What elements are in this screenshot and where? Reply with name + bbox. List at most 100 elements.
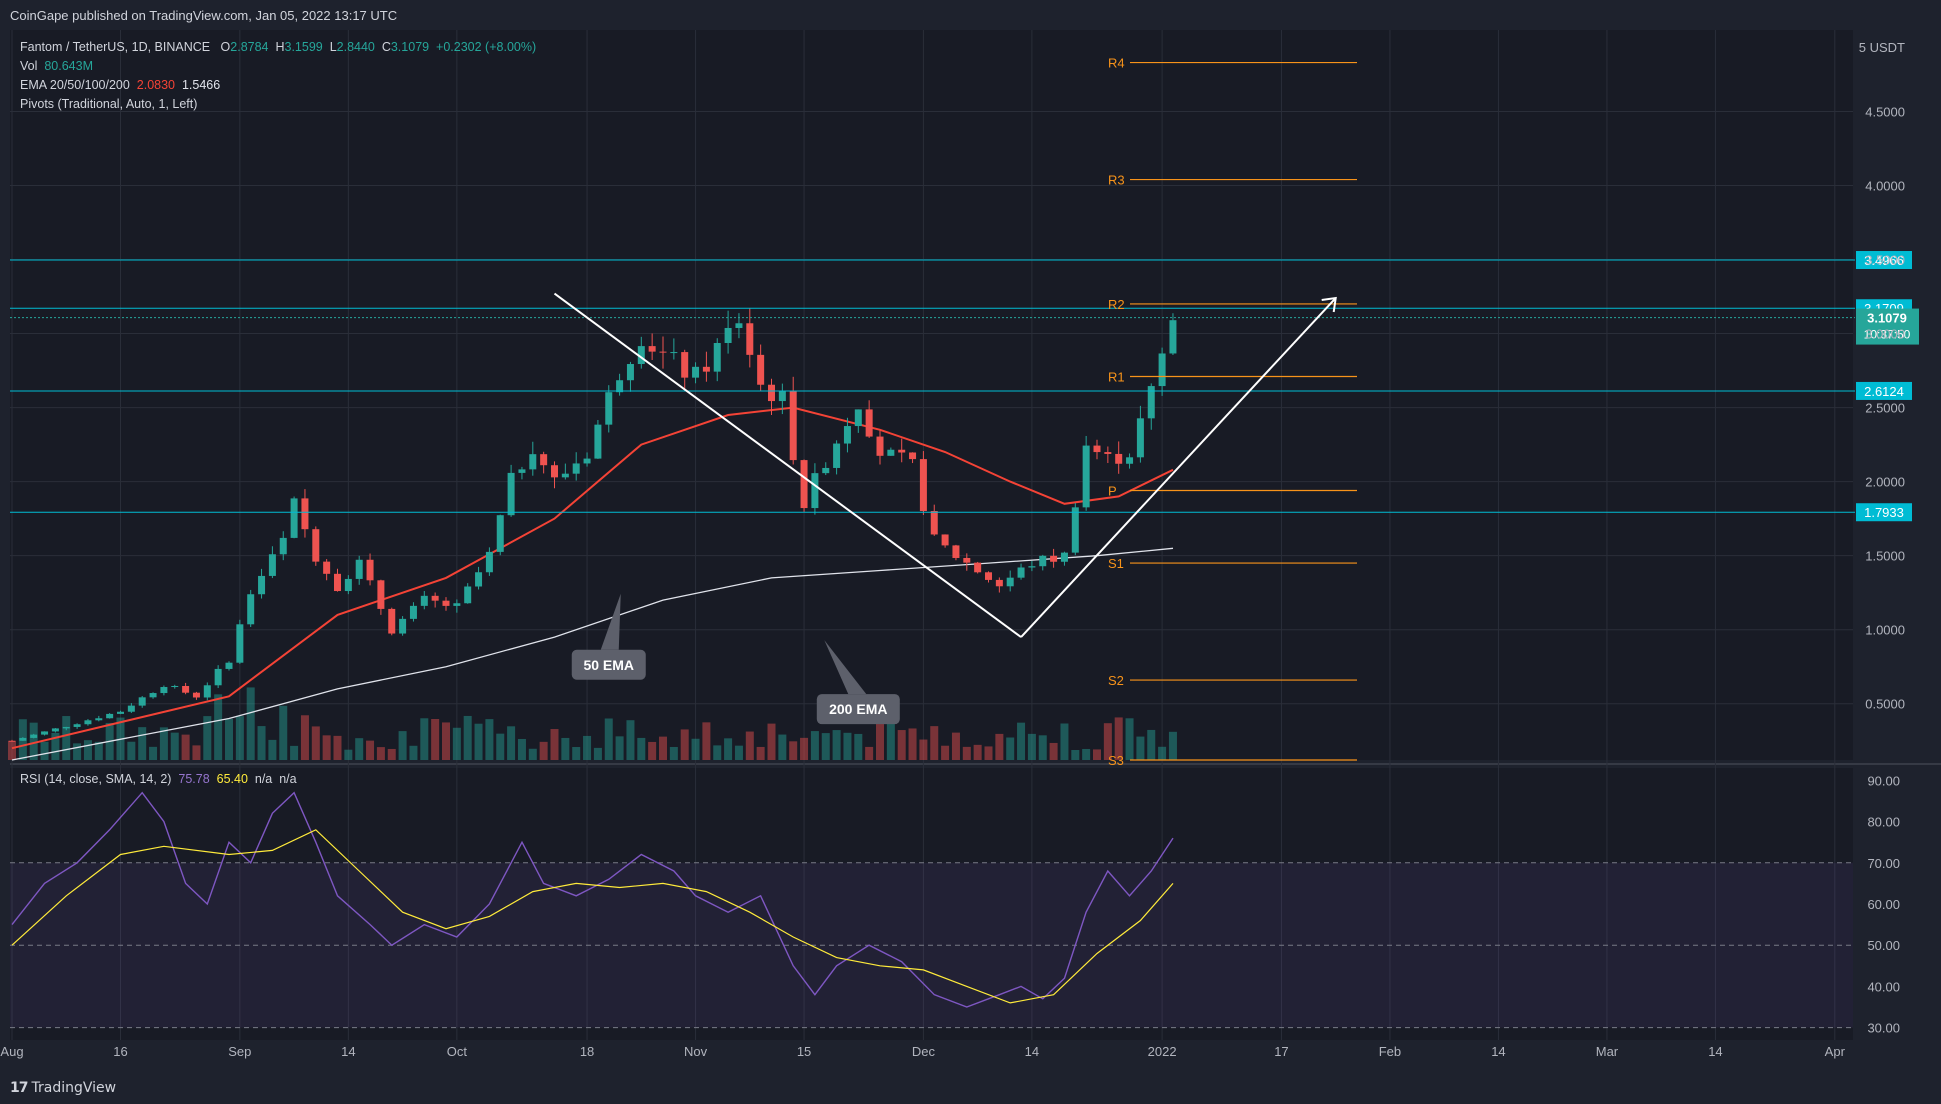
volume-bar [1082, 748, 1091, 760]
time-tick-label: Aug [0, 1044, 23, 1059]
legend-symbol[interactable]: Fantom / TetherUS, 1D, BINANCE [20, 40, 211, 54]
uptrend-arrow-line[interactable] [1020, 297, 1337, 638]
candle-body [551, 465, 558, 478]
volume-bar [235, 716, 244, 760]
candle-body [247, 594, 255, 625]
candle-body [670, 352, 678, 354]
candle-body [496, 515, 504, 552]
time-tick-label: 14 [341, 1044, 355, 1059]
candle-body [887, 449, 895, 456]
callout-box[interactable] [816, 694, 900, 725]
candle-body [919, 459, 927, 512]
callout-pointer [824, 640, 867, 695]
candle-body [127, 705, 135, 712]
candle-body [192, 692, 200, 698]
candle-body [149, 693, 157, 698]
rsi-tick-label: 80.00 [1867, 815, 1900, 830]
legend-vol-row[interactable]: Vol 80.643M [20, 57, 536, 76]
candle-body [95, 718, 103, 721]
candle-body [757, 354, 765, 385]
volume-bar [279, 705, 288, 760]
candle-body [420, 595, 428, 606]
legend-low: 2.8440 [336, 40, 375, 54]
rsi-pane[interactable] [10, 768, 1853, 1040]
volume-bar [149, 746, 158, 760]
candle-body [909, 452, 917, 460]
callout-pointer [600, 593, 621, 650]
candle-body [1082, 445, 1090, 508]
legend-ema-row[interactable]: EMA 20/50/100/200 2.0830 1.5466 [20, 76, 536, 95]
volume-bar [778, 734, 787, 760]
volume-bar [1049, 742, 1058, 760]
candle-body [312, 529, 320, 562]
volume-bar [1006, 737, 1015, 760]
downtrend-line[interactable] [553, 292, 1022, 638]
rsi-na-1: n/a [254, 772, 273, 786]
legend-o-label: O [220, 40, 231, 54]
candle-body [366, 559, 374, 581]
time-tick-label: 14 [1025, 1044, 1039, 1059]
volume-bar [854, 733, 863, 760]
candle-body [279, 537, 287, 555]
volume-bar [398, 731, 407, 760]
volume-bar [485, 719, 494, 760]
key-level-label: 3.4966 [1864, 253, 1904, 268]
price-pane[interactable] [10, 30, 1853, 760]
pivot-label: S1 [1108, 556, 1124, 571]
volume-bar [62, 716, 71, 760]
candle-body [19, 737, 27, 741]
rsi-tick-label: 70.00 [1867, 856, 1900, 871]
callout-box[interactable] [571, 649, 646, 680]
price-top-label: 5 USDT [1859, 40, 1905, 55]
candle-body [1060, 552, 1068, 562]
candle-body [1050, 555, 1058, 562]
volume-bar [452, 727, 461, 760]
legend-h-label: H [275, 40, 285, 54]
candle-body [160, 687, 168, 694]
candle-body [485, 551, 493, 573]
price-tick-label: 2.5000 [1865, 401, 1905, 416]
candle-body [865, 409, 873, 437]
time-tick-label: 17 [1274, 1044, 1288, 1059]
candle-body [214, 668, 222, 686]
volume-bar [127, 741, 136, 760]
legend-pivots-row[interactable]: Pivots (Traditional, Auto, 1, Left) [20, 95, 536, 114]
volume-bar [1125, 718, 1134, 760]
price-tick-label: 0.5000 [1865, 697, 1905, 712]
volume-bar [355, 738, 364, 760]
time-tick-label: Feb [1379, 1044, 1401, 1059]
candle-body [1093, 445, 1101, 453]
volume-bar [951, 732, 960, 760]
candle-body [225, 662, 233, 669]
volume-bar [517, 738, 526, 760]
volume-bar [290, 745, 299, 760]
time-tick-label: 14 [1708, 1044, 1722, 1059]
time-tick-label: Nov [684, 1044, 708, 1059]
price-tick-label: 4.0000 [1865, 178, 1905, 193]
candle-body [203, 685, 211, 698]
candle-body [963, 557, 971, 563]
candle-body [171, 685, 179, 688]
volume-bar [1158, 746, 1167, 760]
volume-bar [300, 715, 309, 760]
rsi-legend[interactable]: RSI (14, close, SMA, 14, 2) 75.78 65.40 … [20, 772, 297, 786]
rsi-na-2: n/a [279, 772, 297, 786]
volume-bar [159, 727, 168, 760]
candle-body [1028, 566, 1036, 568]
candle-body [692, 366, 700, 378]
volume-bar [1103, 723, 1112, 760]
callout-label: 50 EMA [583, 657, 634, 673]
volume-bar [376, 747, 385, 760]
tradingview-logo[interactable]: 17 TradingView [10, 1080, 116, 1096]
volume-bar [40, 741, 49, 760]
candle-body [974, 562, 982, 573]
rsi-tick-label: 60.00 [1867, 897, 1900, 912]
volume-bar [366, 740, 375, 760]
candle-body [1126, 457, 1134, 464]
volume-bar [702, 722, 711, 760]
volume-bar [1093, 749, 1101, 760]
volume-bar [51, 732, 60, 760]
candle-body [1115, 453, 1123, 464]
candle-body [399, 618, 407, 634]
